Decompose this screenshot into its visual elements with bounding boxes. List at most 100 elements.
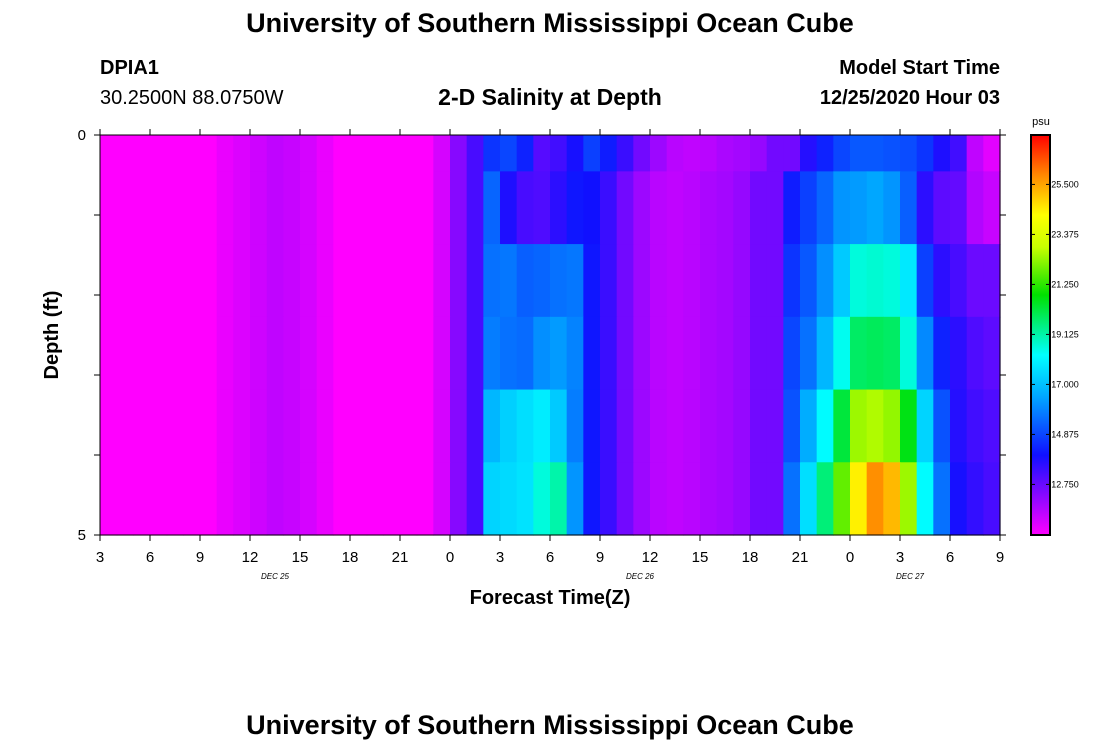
heatmap-cell [500, 171, 518, 245]
heatmap-cell [366, 316, 384, 391]
heatmap-cell [333, 171, 351, 245]
heatmap-cell [733, 135, 751, 172]
x-tick-label: 3 [96, 549, 104, 566]
heatmap-cell [916, 462, 934, 536]
heatmap-cell [733, 244, 751, 318]
heatmap-cell [883, 135, 901, 172]
heatmap-cell [366, 462, 384, 536]
heatmap-cell [950, 244, 968, 318]
heatmap-cell [583, 389, 601, 463]
heatmap-cell [483, 316, 501, 391]
heatmap-cell [166, 462, 184, 536]
heatmap-cell [700, 171, 718, 245]
heatmap-cell [550, 316, 568, 391]
heatmap-cell [250, 316, 268, 391]
heatmap-cell [300, 462, 318, 536]
heatmap-cell [616, 316, 634, 391]
heatmap-cell [183, 389, 201, 463]
heatmap-cell [233, 171, 251, 245]
heatmap-cell [900, 135, 918, 172]
y-axis: 05 [78, 127, 1006, 544]
heatmap-cell [583, 135, 601, 172]
heatmap-cell [950, 462, 968, 536]
x-tick-label: 3 [896, 549, 904, 566]
heatmap-cell [500, 389, 518, 463]
heatmap-cell [600, 244, 618, 318]
heatmap-cell [816, 389, 834, 463]
heatmap-cell [633, 316, 651, 391]
heatmap-cell [750, 316, 768, 391]
heatmap-cell [600, 462, 618, 536]
heatmap-cell [200, 244, 218, 318]
heatmap-cell [183, 462, 201, 536]
station-coords: 30.2500N 88.0750W [100, 87, 284, 109]
heatmap-cell [616, 389, 634, 463]
heatmap-cell [516, 316, 534, 391]
heatmap-cell [583, 462, 601, 536]
heatmap-cell [416, 244, 434, 318]
heatmap-cell [316, 316, 334, 391]
heatmap-cell [816, 135, 834, 172]
heatmap-cell [966, 135, 984, 172]
heatmap-cell [916, 316, 934, 391]
heatmap-cell [950, 135, 968, 172]
x-tick-label: 15 [292, 549, 309, 566]
heatmap-cell [266, 316, 284, 391]
heatmap-cell [766, 462, 784, 536]
model-start-time: 12/25/2020 Hour 03 [819, 87, 1000, 109]
heatmap-cell [100, 316, 118, 391]
heatmap-cell [833, 316, 851, 391]
heatmap-cell [466, 462, 484, 536]
heatmap-cell [750, 244, 768, 318]
heatmap-cell [283, 316, 301, 391]
heatmap-cell [100, 171, 118, 245]
heatmap-cell [650, 244, 668, 318]
heatmap-cell [350, 171, 368, 245]
heatmap-cell [533, 389, 551, 463]
heatmap-cell [883, 171, 901, 245]
heatmap-cell [533, 171, 551, 245]
heatmap-cell [450, 244, 468, 318]
heatmap-cell [983, 462, 1001, 536]
colorbar-unit: psu [1032, 116, 1050, 128]
heatmap-cell [283, 171, 301, 245]
heatmap-cell [366, 244, 384, 318]
heatmap-cell [333, 135, 351, 172]
heatmap-cell [416, 171, 434, 245]
x-tick-label: 9 [996, 549, 1004, 566]
heatmap-cell [983, 171, 1001, 245]
heatmap-cell [716, 316, 734, 391]
heatmap-cell [966, 462, 984, 536]
heatmap-cell [816, 316, 834, 391]
heatmap-cell [650, 171, 668, 245]
heatmap-cell [716, 389, 734, 463]
heatmap-cell [166, 316, 184, 391]
heatmap-cell [800, 316, 818, 391]
chart-title: 2-D Salinity at Depth [438, 84, 662, 110]
heatmap-cell [316, 389, 334, 463]
y-tick-label: 0 [78, 127, 86, 144]
heatmap-cell [566, 171, 584, 245]
heatmap-cell [683, 462, 701, 536]
heatmap-cell [416, 316, 434, 391]
heatmap-cell [400, 171, 418, 245]
heatmap-cell [150, 171, 168, 245]
heatmap-cell [400, 316, 418, 391]
heatmap-cell [383, 171, 401, 245]
heatmap-cell [716, 244, 734, 318]
heatmap-cell [533, 316, 551, 391]
heatmap-cell [483, 389, 501, 463]
heatmap-cell [900, 316, 918, 391]
heatmap-cell [983, 389, 1001, 463]
heatmap-cell [750, 462, 768, 536]
colorbar-tick-label: 19.125 [1051, 329, 1079, 339]
heatmap-cell [533, 462, 551, 536]
heatmap-cell [216, 171, 234, 245]
heatmap-cell [616, 244, 634, 318]
heatmap-cell [100, 389, 118, 463]
heatmap-cell [466, 244, 484, 318]
heatmap-cell [666, 462, 684, 536]
heatmap-cell [366, 171, 384, 245]
heatmap-cell [666, 389, 684, 463]
colorbar-tick-label: 12.750 [1051, 479, 1079, 489]
